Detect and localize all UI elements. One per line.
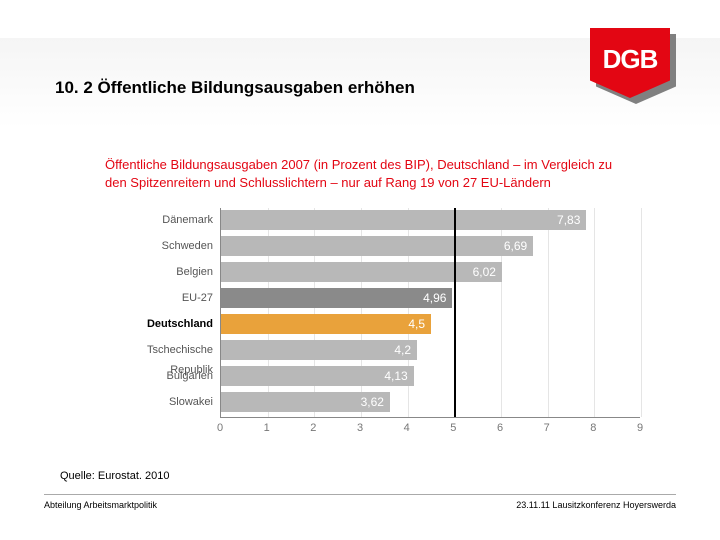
bar-value: 7,83 — [221, 210, 586, 230]
logo: DGB — [590, 28, 680, 108]
bar-row: 6,69 — [221, 236, 641, 256]
bar-row: 7,83 — [221, 210, 641, 230]
bar-row: 6,02 — [221, 262, 641, 282]
bar-row: 3,62 — [221, 392, 641, 412]
bar-row: 4,5 — [221, 314, 641, 334]
x-tick-label: 6 — [490, 422, 510, 434]
x-tick-label: 7 — [537, 422, 557, 434]
footer-divider — [44, 494, 676, 495]
x-tick-label: 5 — [443, 422, 463, 434]
x-tick-label: 0 — [210, 422, 230, 434]
x-tick-label: 2 — [303, 422, 323, 434]
chart-title: Öffentliche Bildungsausgaben 2007 (in Pr… — [105, 156, 630, 191]
x-tick-label: 9 — [630, 422, 650, 434]
x-tick-label: 8 — [583, 422, 603, 434]
bar-value: 4,5 — [221, 314, 431, 334]
chart-plot: 7,83 6,69 6,02 4,96 4,5 4,2 4,13 3,62 — [220, 208, 640, 418]
category-label: Belgien — [105, 262, 213, 282]
category-label: Deutschland — [105, 314, 213, 334]
x-tick-label: 4 — [397, 422, 417, 434]
bar-value: 6,02 — [221, 262, 502, 282]
chart-area: 7,83 6,69 6,02 4,96 4,5 4,2 4,13 3,62 0 1 2 3 4 5 6 7 8… — [105, 208, 650, 446]
category-label: Bulgarien — [105, 366, 213, 386]
reference-line — [454, 208, 456, 417]
bar-row: 4,13 — [221, 366, 641, 386]
x-tick-label: 1 — [257, 422, 277, 434]
footer-left: Abteilung Arbeitsmarktpolitik — [44, 500, 157, 510]
bar-value: 4,13 — [221, 366, 414, 386]
bar-value: 3,62 — [221, 392, 390, 412]
source-text: Quelle: Eurostat. 2010 — [60, 470, 169, 482]
category-label: EU-27 — [105, 288, 213, 308]
category-label: Slowakei — [105, 392, 213, 412]
logo-text: DGB — [603, 44, 658, 75]
bar-value: 4,2 — [221, 340, 417, 360]
category-label: Schweden — [105, 236, 213, 256]
footer-right: 23.11.11 Lausitzkonferenz Hoyerswerda — [516, 500, 676, 510]
bar-value: 6,69 — [221, 236, 533, 256]
category-label: Dänemark — [105, 210, 213, 230]
bar-row: 4,96 — [221, 288, 641, 308]
bar-value: 4,96 — [221, 288, 452, 308]
x-tick-label: 3 — [350, 422, 370, 434]
gridline — [641, 208, 642, 417]
bar-row: 4,2 — [221, 340, 641, 360]
slide-title: 10. 2 Öffentliche Bildungsausgaben erhöh… — [55, 78, 415, 98]
